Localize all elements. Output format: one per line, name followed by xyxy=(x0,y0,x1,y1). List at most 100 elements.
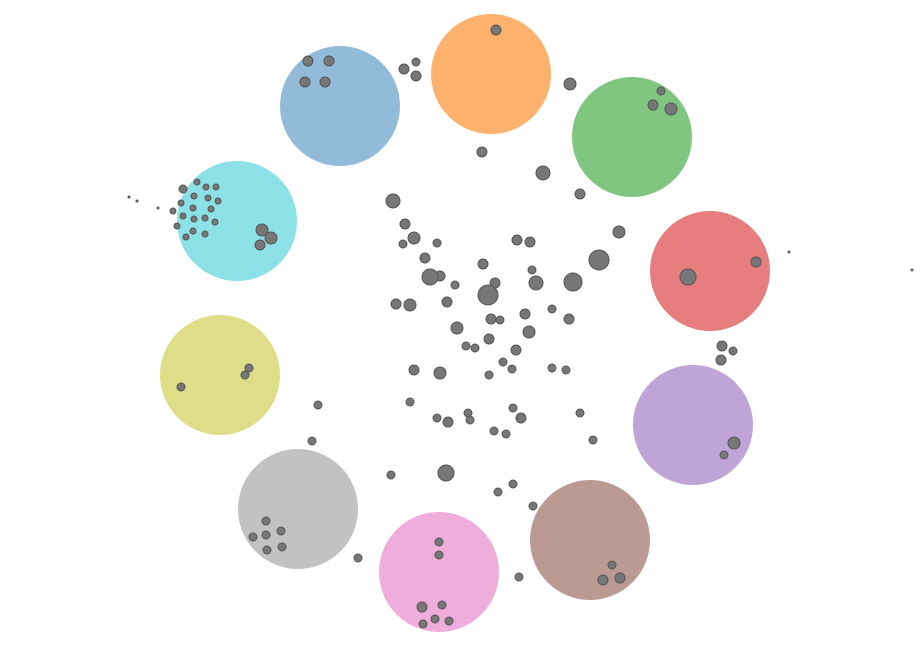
node-gray xyxy=(353,553,363,563)
node-unclustered xyxy=(385,193,401,209)
node-unclustered xyxy=(390,298,402,310)
node-gray xyxy=(248,532,258,542)
node-unclustered xyxy=(489,426,499,436)
node-cyan xyxy=(207,205,215,213)
node-pink xyxy=(437,600,447,610)
node-blue xyxy=(319,76,331,88)
node-unclustered xyxy=(507,364,517,374)
node-cyan xyxy=(179,212,187,220)
node-gray xyxy=(276,526,286,536)
node-unclustered xyxy=(728,346,738,356)
node-cyan xyxy=(201,214,209,222)
node-unclustered xyxy=(441,296,453,308)
node-unclustered xyxy=(612,225,626,239)
node-olive xyxy=(244,363,254,373)
node-unclustered xyxy=(561,365,571,375)
node-unclustered xyxy=(511,234,523,246)
node-unclustered xyxy=(519,308,531,320)
node-unclustered xyxy=(787,250,791,254)
node-cyan xyxy=(173,222,181,230)
node-cyan xyxy=(255,223,269,237)
node-unclustered xyxy=(476,146,488,158)
node-cyan xyxy=(189,227,197,235)
node-green xyxy=(656,86,666,96)
node-unclustered xyxy=(716,340,728,352)
node-cyan xyxy=(156,206,160,210)
node-unclustered xyxy=(405,397,415,407)
node-unclustered xyxy=(408,364,420,376)
node-unclustered xyxy=(514,572,524,582)
node-unclustered xyxy=(411,57,421,67)
node-unclustered xyxy=(515,412,527,424)
node-unclustered xyxy=(910,268,914,272)
cluster-brown xyxy=(530,480,650,600)
node-unclustered xyxy=(510,344,522,356)
node-cyan xyxy=(212,183,220,191)
node-unclustered xyxy=(547,363,557,373)
node-unclustered xyxy=(398,63,410,75)
cluster-green xyxy=(572,77,692,197)
node-cyan xyxy=(169,207,177,215)
node-pink xyxy=(444,616,454,626)
node-cyan xyxy=(211,218,219,226)
node-unclustered xyxy=(432,413,442,423)
node-unclustered xyxy=(419,252,431,264)
node-pink xyxy=(416,601,428,613)
node-unclustered xyxy=(484,370,494,380)
cluster-cyan xyxy=(177,161,297,281)
node-gray xyxy=(262,545,272,555)
node-brown xyxy=(614,572,626,584)
node-unclustered xyxy=(528,501,538,511)
cluster-gray xyxy=(238,449,358,569)
node-pink xyxy=(434,537,444,547)
node-unclustered xyxy=(313,400,323,410)
node-red xyxy=(750,256,762,268)
node-unclustered xyxy=(588,249,610,271)
node-unclustered xyxy=(522,325,536,339)
node-unclustered xyxy=(386,470,396,480)
node-unclustered xyxy=(461,341,471,351)
node-green xyxy=(647,99,659,111)
node-unclustered xyxy=(307,436,317,446)
cluster-red xyxy=(650,211,770,331)
node-unclustered xyxy=(433,366,447,380)
node-blue xyxy=(299,76,311,88)
node-unclustered xyxy=(528,275,544,291)
node-orange xyxy=(490,24,502,36)
node-cyan xyxy=(201,230,209,238)
node-red xyxy=(679,268,697,286)
node-unclustered xyxy=(715,354,727,366)
node-cyan xyxy=(182,233,190,241)
node-layer xyxy=(127,24,914,629)
node-unclustered xyxy=(493,487,503,497)
node-unclustered xyxy=(477,284,499,306)
cluster-olive xyxy=(160,315,280,435)
node-unclustered xyxy=(485,313,497,325)
node-unclustered xyxy=(563,272,583,292)
node-unclustered xyxy=(508,479,518,489)
node-cyan xyxy=(189,204,197,212)
node-unclustered xyxy=(501,429,511,439)
cluster-orange xyxy=(431,14,551,134)
node-unclustered xyxy=(527,265,537,275)
node-pink xyxy=(434,550,444,560)
node-unclustered xyxy=(398,239,408,249)
node-cyan xyxy=(202,183,210,191)
node-olive xyxy=(240,370,250,380)
cluster-purple xyxy=(633,365,753,485)
node-pink xyxy=(430,614,440,624)
node-unclustered xyxy=(437,464,455,482)
node-unclustered xyxy=(574,188,586,200)
node-unclustered xyxy=(450,321,464,335)
node-blue xyxy=(302,55,314,67)
node-cyan xyxy=(193,178,201,186)
node-unclustered xyxy=(407,231,421,245)
node-unclustered xyxy=(575,408,585,418)
node-unclustered xyxy=(535,165,551,181)
node-cyan xyxy=(204,194,212,202)
node-brown xyxy=(597,574,609,586)
node-gray xyxy=(261,516,271,526)
node-cyan xyxy=(264,231,278,245)
